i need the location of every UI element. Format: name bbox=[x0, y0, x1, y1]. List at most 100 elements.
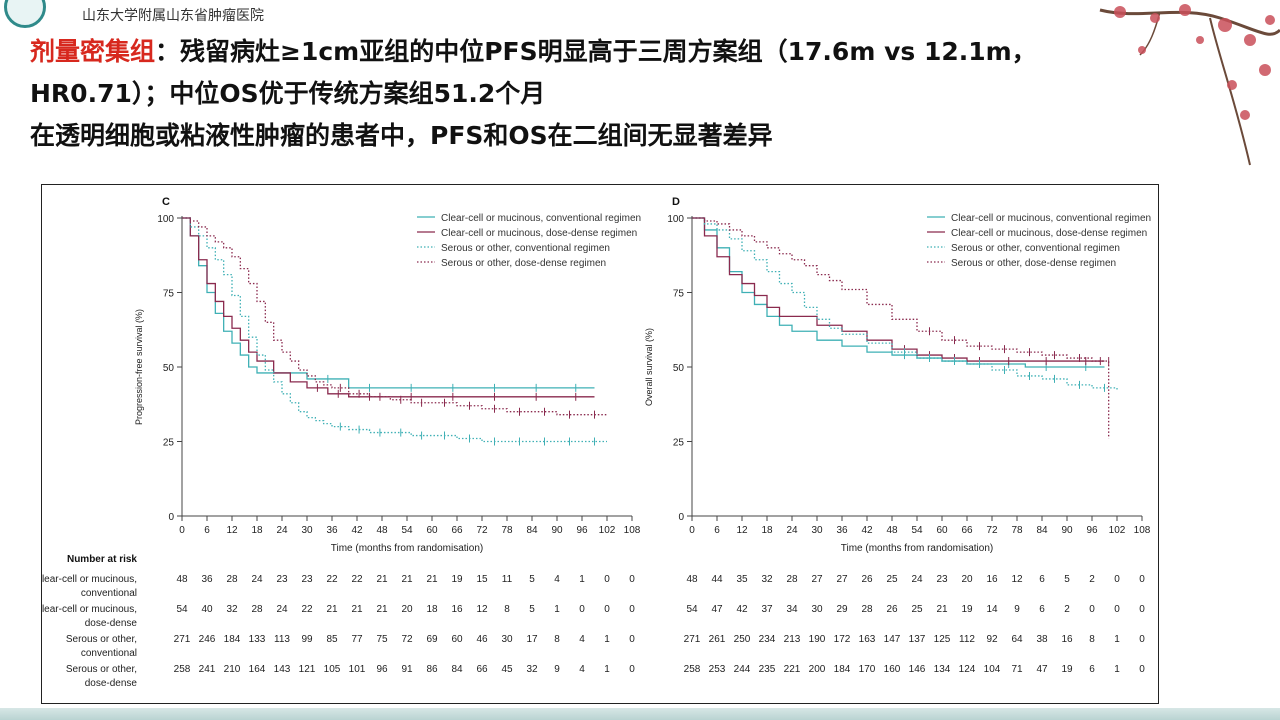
legend-entry: Serous or other, dose-dense regimen bbox=[441, 258, 606, 269]
risk-count-cell: 163 bbox=[859, 634, 876, 645]
risk-count-cell: 21 bbox=[936, 604, 948, 615]
risk-count-cell: 258 bbox=[684, 664, 701, 675]
risk-count-cell: 77 bbox=[351, 634, 363, 645]
risk-count-cell: 17 bbox=[526, 634, 538, 645]
risk-count-cell: 6 bbox=[1089, 664, 1095, 675]
risk-count-cell: 184 bbox=[834, 664, 851, 675]
risk-count-cell: 271 bbox=[684, 634, 701, 645]
risk-count-cell: 34 bbox=[786, 604, 798, 615]
x-tick-label: 66 bbox=[961, 525, 973, 536]
headline-line-2: HR0.71）；中位OS优于传统方案组51.2个月 bbox=[30, 79, 546, 108]
survival-curve-series-2 bbox=[692, 217, 1105, 362]
risk-count-cell: 0 bbox=[1139, 604, 1145, 615]
x-tick-label: 84 bbox=[1036, 525, 1048, 536]
risk-count-cell: 0 bbox=[1139, 634, 1145, 645]
number-at-risk-table: Number at risk Clear-cell or mucinous, con… bbox=[35, 554, 1145, 689]
risk-count-cell: 23 bbox=[301, 574, 313, 585]
risk-count-cell: 0 bbox=[1114, 574, 1120, 585]
risk-count-cell: 99 bbox=[301, 634, 313, 645]
risk-count-cell: 21 bbox=[351, 604, 363, 615]
risk-count-cell: 71 bbox=[1011, 664, 1023, 675]
risk-count-cell: 210 bbox=[224, 664, 241, 675]
risk-count-cell: 46 bbox=[476, 634, 488, 645]
risk-count-cell: 1 bbox=[554, 604, 560, 615]
risk-count-cell: 21 bbox=[426, 574, 438, 585]
survival-curve-series-2 bbox=[182, 217, 595, 398]
risk-count-cell: 0 bbox=[1139, 664, 1145, 675]
risk-count-cell: 40 bbox=[201, 604, 213, 615]
risk-row-label: dose-dense bbox=[85, 678, 138, 689]
risk-count-cell: 72 bbox=[401, 634, 413, 645]
y-tick-label: 25 bbox=[163, 438, 175, 449]
risk-count-cell: 0 bbox=[629, 634, 635, 645]
risk-count-cell: 21 bbox=[376, 574, 388, 585]
risk-row-label: Clear-cell or mucinous, bbox=[42, 604, 137, 615]
risk-count-cell: 96 bbox=[376, 664, 388, 675]
risk-count-cell: 9 bbox=[1014, 604, 1020, 615]
x-tick-label: 108 bbox=[1134, 525, 1151, 536]
risk-count-cell: 172 bbox=[834, 634, 851, 645]
risk-count-cell: 11 bbox=[502, 574, 513, 585]
risk-count-cell: 160 bbox=[884, 664, 901, 675]
y-tick-label: 100 bbox=[157, 214, 174, 225]
risk-count-cell: 48 bbox=[686, 574, 698, 585]
risk-count-cell: 6 bbox=[1039, 604, 1045, 615]
risk-count-cell: 47 bbox=[1036, 664, 1048, 675]
x-tick-label: 60 bbox=[936, 525, 948, 536]
risk-count-cell: 250 bbox=[734, 634, 751, 645]
x-tick-label: 72 bbox=[986, 525, 998, 536]
risk-count-cell: 28 bbox=[226, 574, 238, 585]
legend-entry: Serous or other, conventional regimen bbox=[951, 243, 1120, 254]
risk-count-cell: 30 bbox=[811, 604, 823, 615]
risk-row-label: Clear-cell or mucinous, bbox=[42, 574, 137, 585]
risk-count-cell: 30 bbox=[501, 634, 513, 645]
risk-count-cell: 0 bbox=[629, 604, 635, 615]
risk-count-cell: 0 bbox=[579, 604, 585, 615]
legend-entry: Clear-cell or mucinous, dose-dense regim… bbox=[441, 228, 637, 239]
survival-curve-series-1 bbox=[182, 217, 595, 389]
risk-count-cell: 146 bbox=[909, 664, 926, 675]
risk-count-cell: 45 bbox=[501, 664, 513, 675]
risk-count-cell: 190 bbox=[809, 634, 826, 645]
risk-count-cell: 19 bbox=[961, 604, 973, 615]
risk-count-cell: 0 bbox=[629, 574, 635, 585]
x-tick-label: 96 bbox=[576, 525, 588, 536]
x-tick-label: 78 bbox=[501, 525, 513, 536]
risk-count-cell: 121 bbox=[299, 664, 316, 675]
risk-count-cell: 42 bbox=[736, 604, 748, 615]
risk-count-cell: 246 bbox=[199, 634, 216, 645]
risk-count-cell: 1 bbox=[604, 634, 610, 645]
risk-count-cell: 28 bbox=[861, 604, 873, 615]
risk-count-cell: 1 bbox=[1114, 634, 1120, 645]
risk-count-cell: 137 bbox=[909, 634, 926, 645]
x-tick-label: 66 bbox=[451, 525, 463, 536]
risk-count-cell: 32 bbox=[226, 604, 238, 615]
x-tick-label: 102 bbox=[1109, 525, 1126, 536]
risk-count-cell: 244 bbox=[734, 664, 751, 675]
risk-count-cell: 143 bbox=[274, 664, 291, 675]
risk-count-cell: 84 bbox=[451, 664, 463, 675]
y-tick-label: 100 bbox=[667, 214, 684, 225]
risk-count-cell: 112 bbox=[959, 634, 975, 645]
risk-count-cell: 60 bbox=[451, 634, 463, 645]
risk-count-cell: 28 bbox=[786, 574, 798, 585]
x-tick-label: 102 bbox=[599, 525, 616, 536]
x-tick-label: 36 bbox=[836, 525, 848, 536]
x-tick-label: 24 bbox=[276, 525, 288, 536]
panel-label: D bbox=[672, 196, 680, 208]
risk-count-cell: 29 bbox=[836, 604, 848, 615]
risk-count-cell: 184 bbox=[224, 634, 241, 645]
risk-count-cell: 4 bbox=[579, 634, 585, 645]
risk-count-cell: 16 bbox=[986, 574, 998, 585]
y-axis-title: Progression-free survival (%) bbox=[134, 309, 144, 425]
risk-count-cell: 66 bbox=[476, 664, 488, 675]
risk-count-cell: 164 bbox=[249, 664, 266, 675]
risk-count-cell: 12 bbox=[476, 604, 488, 615]
risk-count-cell: 1 bbox=[1114, 664, 1120, 675]
risk-count-cell: 85 bbox=[326, 634, 338, 645]
risk-count-cell: 0 bbox=[629, 664, 635, 675]
risk-count-cell: 2 bbox=[1064, 604, 1070, 615]
x-tick-label: 36 bbox=[326, 525, 338, 536]
risk-count-cell: 105 bbox=[324, 664, 341, 675]
